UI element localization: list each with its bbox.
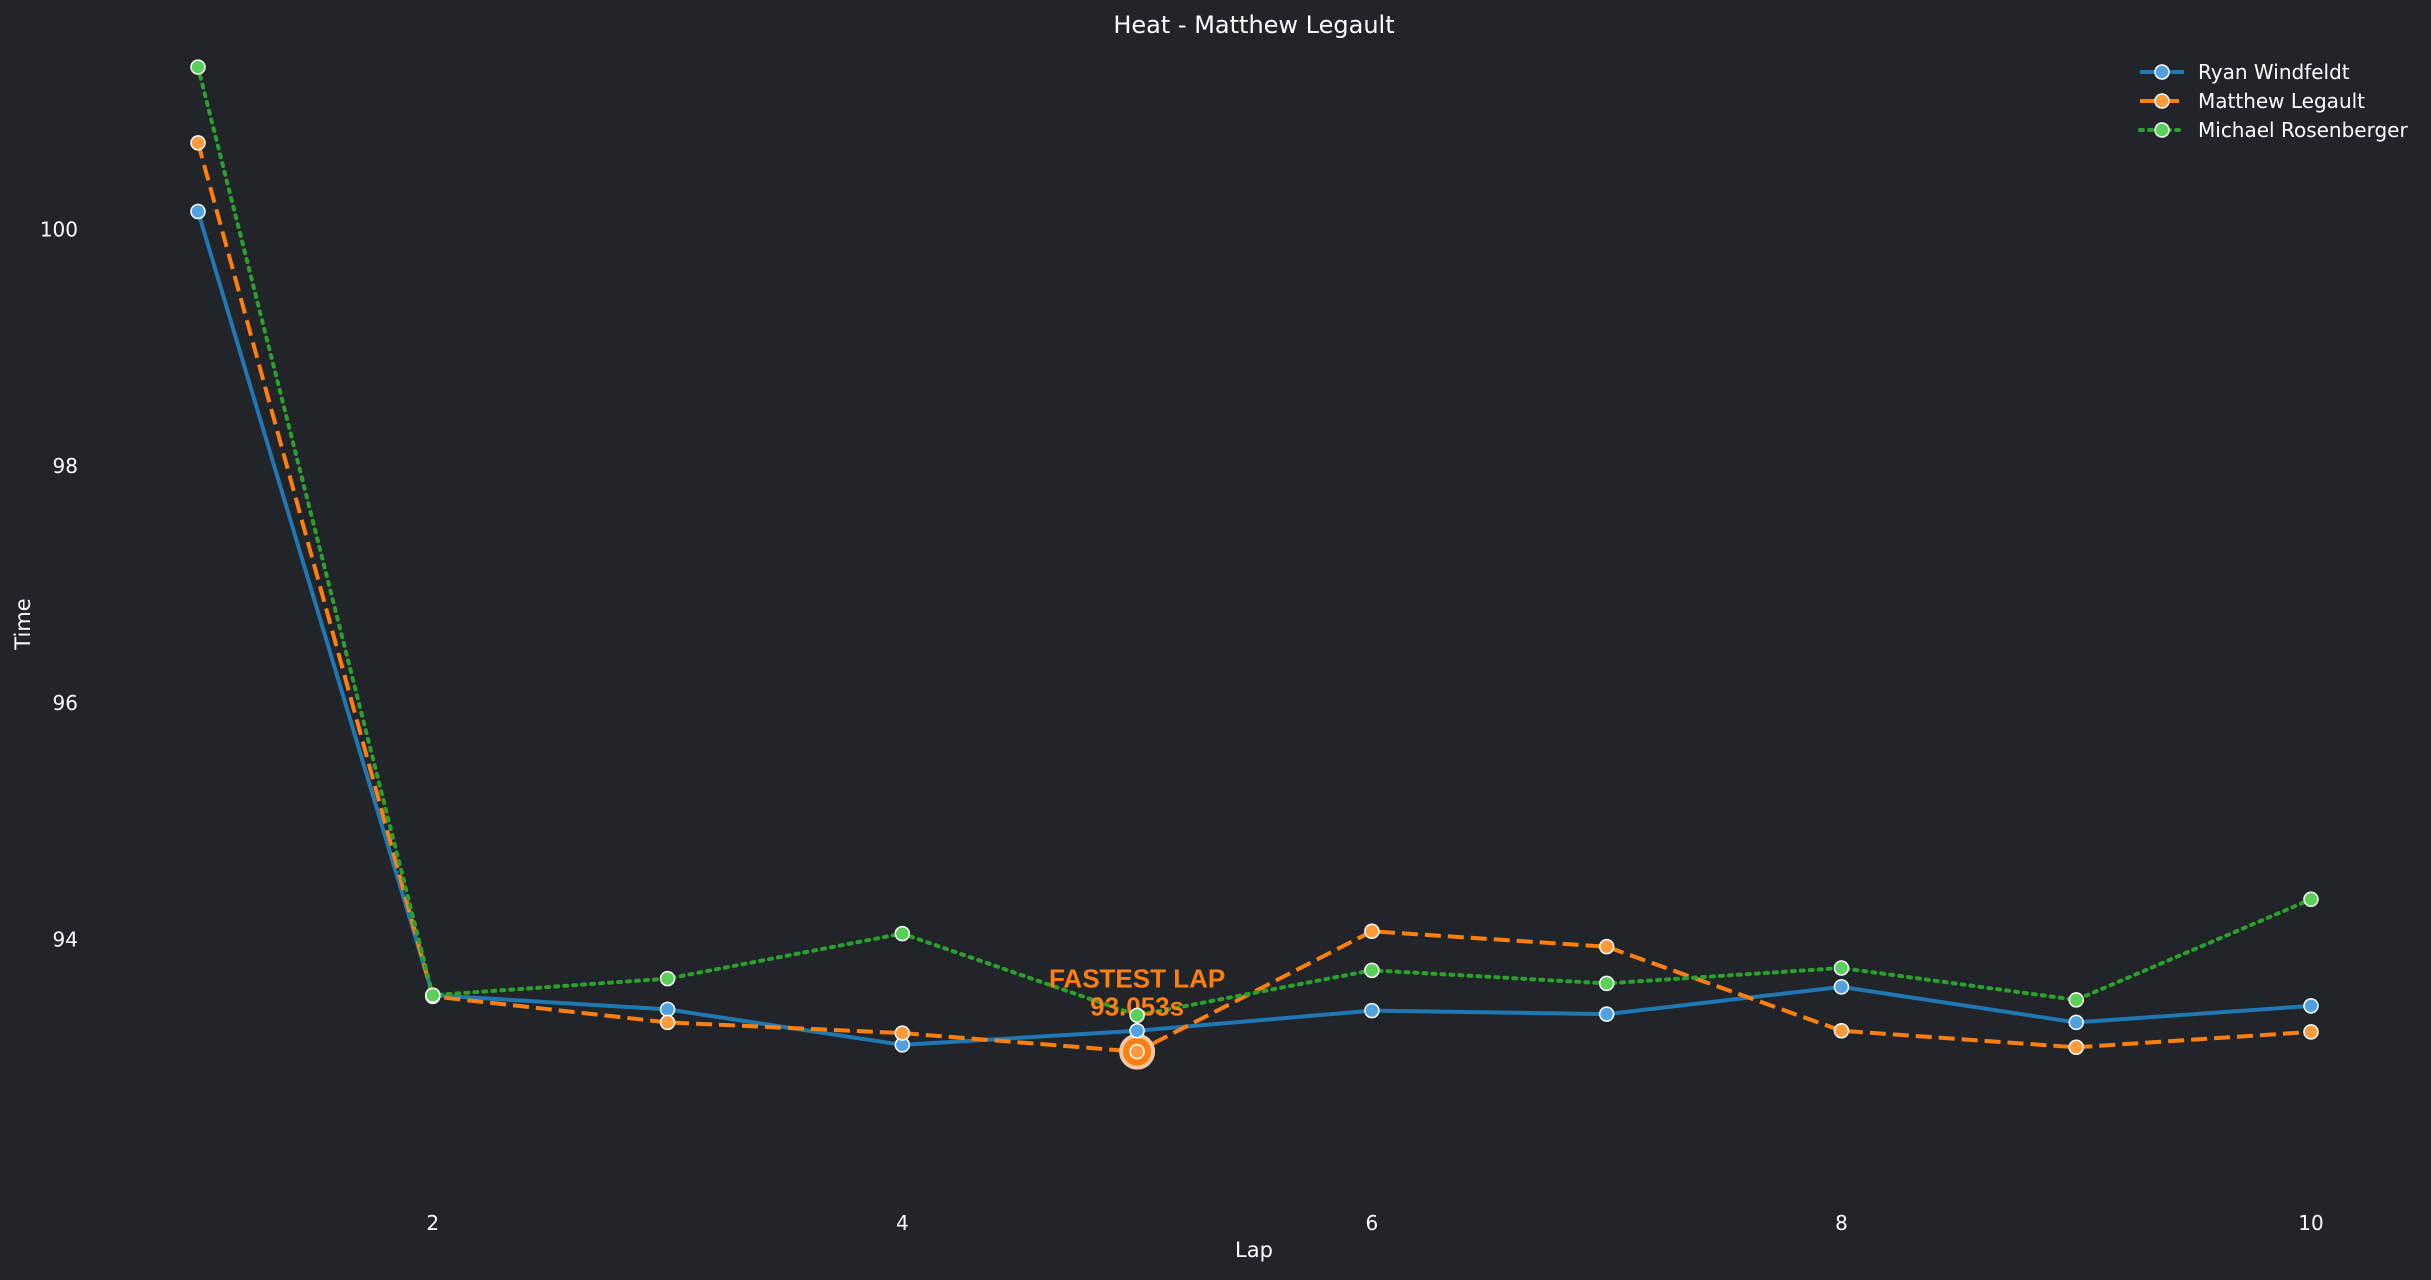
data-point [190, 203, 206, 220]
data-point [659, 970, 676, 987]
data-point [2068, 1014, 2084, 1031]
y-tick-label: 98 [53, 454, 78, 478]
data-point [1598, 1006, 1615, 1022]
data-point [1129, 1007, 1145, 1024]
y-tick-label: 94 [53, 928, 78, 952]
legend-label: Matthew Legault [2198, 89, 2365, 113]
x-tick-label: 2 [426, 1211, 439, 1235]
legend-swatch-marker [2154, 64, 2170, 80]
chart-title: Heat - Matthew Legault [1113, 11, 1394, 39]
data-point [659, 1014, 676, 1031]
legend-label: Ryan Windfeldt [2198, 60, 2350, 84]
series-markers [190, 59, 2319, 1060]
data-point [1364, 962, 1380, 979]
data-point [1364, 923, 1380, 940]
x-axis-label: Lap [1235, 1238, 1273, 1262]
data-point [1364, 1002, 1380, 1019]
series-lines [196, 65, 2313, 1054]
data-point [2068, 992, 2084, 1008]
data-point [190, 59, 206, 75]
y-axis-label: Time [11, 598, 35, 650]
data-point [659, 1001, 676, 1018]
legend-label: Michael Rosenberger [2198, 118, 2408, 142]
data-point [894, 925, 911, 942]
data-point [1129, 1043, 1145, 1060]
y-tick-label: 100 [40, 217, 78, 241]
data-point [190, 135, 206, 151]
legend-swatch-marker [2154, 122, 2170, 138]
x-tick-label: 6 [1366, 1211, 1379, 1235]
data-point [1833, 1022, 1850, 1039]
y-tick-label: 96 [53, 691, 78, 715]
data-point [2068, 1039, 2084, 1056]
data-point [1833, 979, 1850, 995]
x-tick-labels: 2 4 6 8 10 [426, 1211, 2323, 1235]
data-point [1833, 960, 1850, 976]
data-point [2303, 891, 2319, 908]
data-point [1598, 975, 1615, 992]
data-point [425, 987, 441, 1003]
y-tick-labels: 94 96 98 100 [40, 217, 78, 951]
data-point [2303, 998, 2319, 1014]
series-line [196, 210, 2312, 1047]
x-tick-label: 4 [896, 1211, 909, 1235]
legend-swatch-marker [2154, 93, 2170, 109]
series-line [196, 142, 2312, 1054]
series-line [196, 65, 2313, 1018]
data-point [1129, 1022, 1145, 1039]
fastest-lap-label: FASTEST LAP [1049, 964, 1225, 994]
data-point [2303, 1024, 2319, 1040]
data-point [894, 1025, 911, 1041]
data-point [1598, 938, 1615, 955]
x-tick-label: 10 [2298, 1211, 2323, 1235]
x-tick-label: 8 [1835, 1211, 1848, 1235]
chart-legend: Ryan Windfeldt Matthew Legault Michael Ros… [2138, 60, 2408, 142]
